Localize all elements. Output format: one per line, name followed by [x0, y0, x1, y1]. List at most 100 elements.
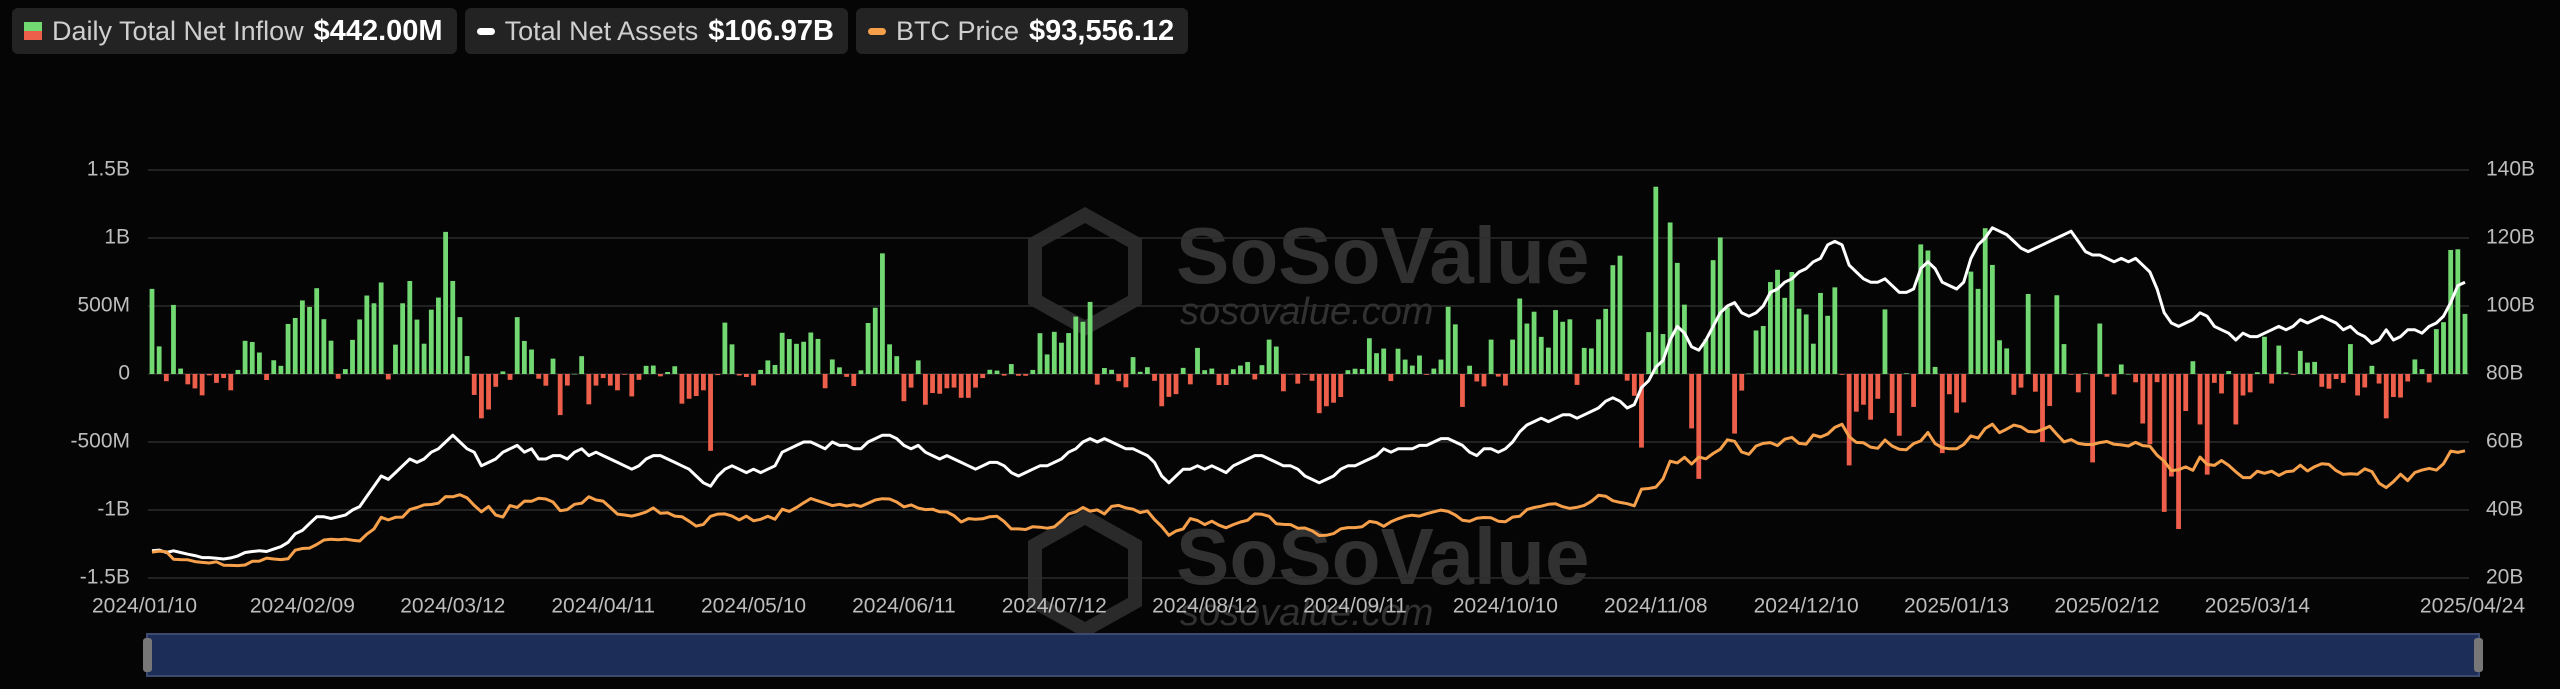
bar: [1503, 374, 1508, 386]
bar: [1918, 244, 1924, 374]
bar: [2348, 344, 2353, 374]
navigator-handle[interactable]: [143, 638, 152, 672]
bar: [2412, 359, 2418, 374]
legend-icon: [476, 27, 495, 35]
bar: [2390, 374, 2396, 397]
bar: [1445, 306, 1451, 374]
bar: [1008, 364, 1014, 374]
bar: [1660, 334, 1666, 374]
watermark-brand: SoSoValue: [1176, 211, 1589, 300]
bar: [1624, 374, 1630, 381]
bar: [206, 374, 212, 376]
y-tick-label: -1.5B: [80, 566, 130, 589]
bar: [1796, 308, 1802, 374]
x-tick-label: 2024/02/09: [250, 595, 355, 618]
bar: [2441, 322, 2446, 374]
bar: [2083, 373, 2088, 374]
bar: [901, 374, 907, 402]
bar: [772, 365, 778, 374]
y2-tick-label: 140B: [2486, 158, 2535, 181]
bar: [1517, 298, 1523, 374]
bar: [1359, 368, 1365, 374]
bar: [1682, 304, 1687, 374]
bar: [1080, 321, 1086, 374]
bar: [1703, 339, 1709, 374]
bar: [543, 374, 549, 386]
bar: [1574, 374, 1580, 385]
bar: [514, 317, 520, 374]
legend-item[interactable]: Total Net Assets $106.97B: [464, 8, 848, 54]
bar: [278, 365, 284, 374]
bar: [257, 352, 262, 374]
bar: [643, 365, 649, 374]
bar: [271, 360, 277, 374]
bar: [1961, 374, 1967, 403]
x-tick-label: 2024/06/11: [852, 595, 956, 618]
legend-latest: $106.97B: [708, 14, 834, 47]
y2-tick-label: 20B: [2486, 566, 2523, 589]
bar: [2111, 374, 2117, 395]
legend-item[interactable]: Daily Total Net Inflow $442.00M: [12, 8, 457, 54]
bar: [1245, 362, 1251, 374]
bar: [2262, 336, 2267, 374]
legend-item[interactable]: BTC Price $93,556.12: [855, 8, 1189, 54]
bar: [1309, 374, 1315, 381]
bar: [973, 374, 978, 388]
bar: [958, 374, 964, 398]
bar: [1997, 340, 2002, 374]
legend-icon: [24, 22, 42, 40]
bar: [579, 356, 585, 374]
bar: [1545, 347, 1551, 374]
y2-tick-label: 40B: [2486, 498, 2523, 521]
bar: [2025, 294, 2031, 374]
bar: [650, 365, 656, 374]
bar: [2376, 374, 2382, 384]
bar: [1782, 297, 1788, 374]
bar: [328, 340, 334, 374]
bar: [2305, 362, 2310, 374]
legend-name: Daily Total Net Inflow: [52, 15, 304, 46]
bar: [829, 359, 835, 374]
bar: [2004, 348, 2010, 374]
bar: [629, 374, 635, 397]
bar: [1925, 250, 1931, 374]
bar: [615, 374, 620, 391]
bar: [1531, 311, 1537, 374]
bar: [292, 317, 298, 374]
x-tick-label: 2025/04/24: [2420, 595, 2525, 618]
bar: [1259, 365, 1265, 374]
bar: [965, 374, 971, 398]
x-tick-label: 2024/11/08: [1604, 595, 1708, 618]
bar: [1696, 374, 1702, 479]
bar: [249, 342, 255, 374]
bar: [1861, 374, 1866, 405]
bar: [443, 231, 449, 374]
bar: [586, 374, 592, 405]
bar: [2097, 323, 2103, 374]
navigator[interactable]: [146, 633, 2480, 677]
bar: [2176, 374, 2181, 530]
bar: [1352, 368, 1358, 374]
bar: [1159, 374, 1165, 407]
bar: [2398, 374, 2403, 398]
bar: [1560, 321, 1566, 374]
bar: [2405, 374, 2411, 382]
bar: [2133, 374, 2138, 383]
bar: [171, 304, 176, 374]
bar: [1195, 347, 1200, 374]
bar: [915, 360, 921, 374]
bar: [285, 323, 291, 374]
bar: [1223, 374, 1229, 386]
bar: [1037, 333, 1043, 374]
bar: [1982, 228, 1988, 374]
bar: [242, 340, 248, 374]
bar: [1044, 354, 1050, 374]
bar: [1954, 374, 1959, 413]
bar: [400, 303, 406, 374]
bar: [994, 370, 1000, 374]
navigator-handle[interactable]: [2474, 638, 2483, 672]
bar: [1767, 282, 1773, 374]
bar: [1023, 374, 1029, 376]
bar: [1281, 374, 1286, 392]
x-tick-label: 2024/07/12: [1002, 595, 1107, 618]
